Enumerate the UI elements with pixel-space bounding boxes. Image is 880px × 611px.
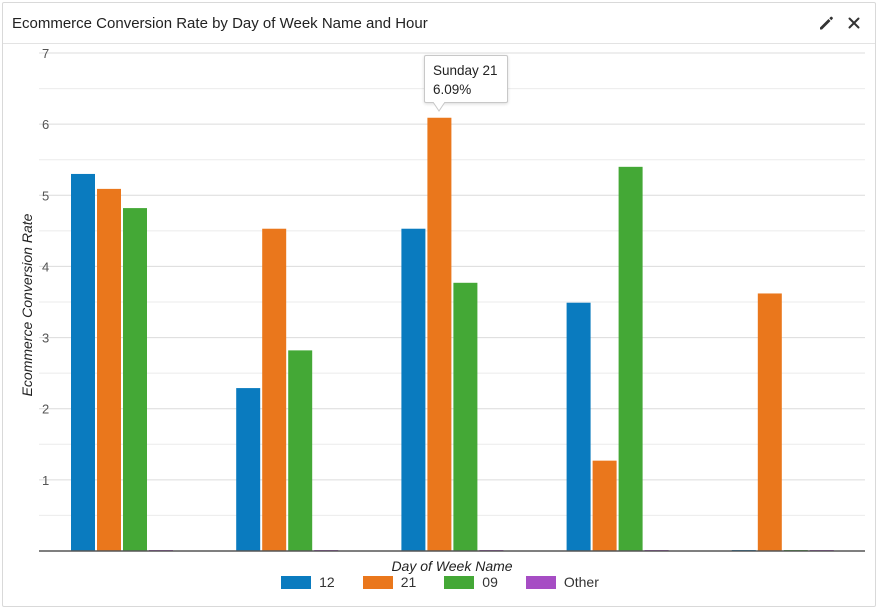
bar-tooltip: Sunday 21 6.09% [424,55,508,103]
bar-12[interactable] [401,228,426,552]
legend-label: 12 [319,574,335,590]
tooltip-pointer [433,102,445,112]
bar-21[interactable] [757,293,782,551]
bar-21[interactable] [427,117,452,552]
y-tick-label: 3 [42,331,49,346]
bar-09[interactable] [618,166,643,552]
bar-21[interactable] [262,228,287,552]
y-tick-label: 5 [42,188,49,203]
bar-12[interactable] [236,388,261,551]
y-tick-label: 4 [42,259,49,274]
bar-09[interactable] [288,350,313,551]
x-axis-title: Day of Week Name [391,558,512,574]
y-tick-label: 1 [42,473,49,488]
legend-swatch [281,575,312,589]
bar-09[interactable] [123,208,147,551]
legend-item-12[interactable]: 12 [281,574,335,590]
widget-header: Ecommerce Conversion Rate by Day of Week… [3,3,875,44]
legend-item-other[interactable]: Other [525,574,599,590]
bar-21[interactable] [592,460,617,551]
pencil-icon[interactable] [816,13,836,33]
legend-swatch [362,575,393,589]
bar-12[interactable] [71,173,95,551]
tooltip-value: 6.09% [433,82,472,97]
bar-21[interactable] [97,188,121,551]
legend-swatch [525,575,556,589]
legend-item-21[interactable]: 21 [362,574,417,590]
chart-legend: 12 21 09 Other [0,574,880,590]
legend-label: 21 [400,574,417,590]
bar-12[interactable] [566,302,591,551]
close-icon[interactable] [844,13,864,33]
bar-09[interactable] [453,282,478,551]
legend-swatch [444,575,475,589]
legend-label: Other [563,574,599,590]
y-axis-title: Ecommerce Conversion Rate [19,213,35,396]
legend-label: 09 [482,574,498,590]
y-tick-label: 6 [42,117,49,132]
tooltip-title: Sunday 21 [433,63,498,78]
legend-item-09[interactable]: 09 [444,574,498,590]
y-tick-label: 2 [42,402,49,417]
widget-title: Ecommerce Conversion Rate by Day of Week… [12,15,428,32]
y-tick-label: 7 [42,46,49,61]
